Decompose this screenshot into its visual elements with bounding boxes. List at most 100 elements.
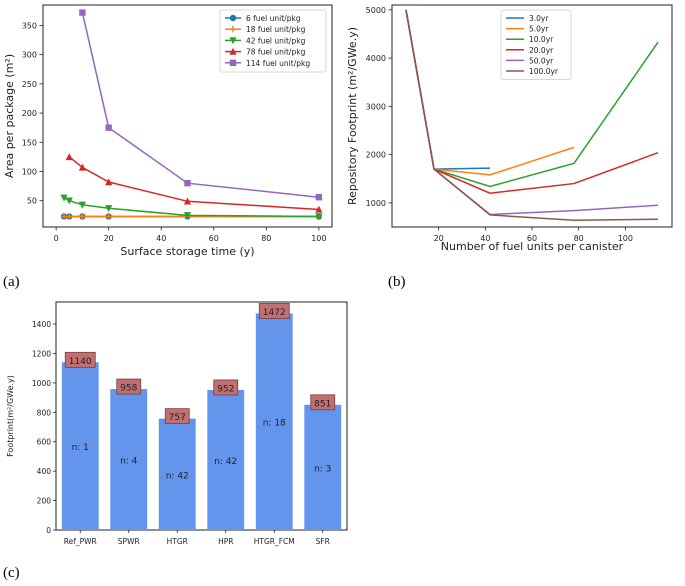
legend-marker	[229, 14, 237, 22]
legend-label: 3.0yr	[529, 14, 549, 23]
series-line	[81, 12, 319, 198]
series-line	[405, 9, 659, 221]
x-tick-label: SPWR	[118, 537, 140, 546]
chart-b-repository-footprint: 20 40 60 80 100 1000 2000 3000 4000 5000 Number of…	[346, 4, 673, 253]
x-tick-label: HPR	[218, 537, 233, 546]
data-point	[105, 124, 112, 131]
value-label: 952	[217, 384, 234, 394]
x-tick-label: HTGR	[167, 537, 188, 546]
value-label: 757	[169, 413, 186, 423]
y-tick-label: 3000	[366, 102, 386, 111]
value-label: 1140	[69, 357, 92, 367]
data-point	[105, 178, 113, 186]
y-tick-label: 1400	[32, 320, 51, 329]
plot-frame	[55, 301, 348, 531]
y-tick-label: 150	[22, 138, 37, 147]
x-axis-label: Number of fuel units per canister	[441, 240, 624, 253]
legend-marker	[229, 59, 237, 66]
legend-label: 42 fuel unit/pkg	[246, 36, 306, 45]
y-tick-label: 200	[37, 497, 52, 506]
y-tick-label: 4000	[366, 54, 386, 63]
x-tick-label: 40	[156, 234, 166, 243]
data-point	[183, 212, 192, 220]
x-tick-label: 60	[209, 234, 219, 243]
y-tick-label: 400	[37, 467, 52, 476]
legend-label: 5.0yr	[529, 25, 549, 34]
legend-box	[500, 9, 572, 80]
y-tick-label: 200	[22, 109, 37, 118]
value-label: 958	[120, 384, 137, 394]
x-axis-label: Surface storage time (y)	[120, 245, 254, 258]
x-tick-label: 20	[104, 234, 114, 243]
value-label-box	[213, 379, 239, 396]
y-tick-label: 100	[22, 168, 37, 177]
value-label: 851	[314, 399, 331, 409]
x-tick-label: SFR	[316, 537, 330, 546]
x-tick-label: 80	[574, 234, 584, 243]
data-point	[315, 205, 323, 213]
legend-label: 20.0yr	[529, 46, 554, 55]
panel-label-a: (a)	[3, 274, 20, 290]
bar-inner-label: n: 18	[263, 419, 286, 429]
x-tick-label: 60	[527, 234, 537, 243]
x-tick-label: 20	[434, 234, 444, 243]
y-axis-label: Repository Footprint (m²/GWe.y)	[346, 27, 359, 205]
y-axis-label: Footprint(m²/GWe.y)	[6, 375, 15, 457]
y-tick-label: 800	[37, 408, 52, 417]
data-point	[315, 213, 323, 221]
legend-label: 6 fuel unit/pkg	[246, 14, 301, 23]
value-label-box	[258, 303, 290, 319]
data-point	[65, 197, 73, 205]
value-label-box	[64, 351, 96, 368]
data-point	[183, 197, 192, 205]
bar	[61, 362, 99, 530]
legend-box	[219, 9, 327, 73]
panel-label-c: (c)	[3, 565, 20, 581]
data-point	[184, 179, 191, 187]
x-tick-label: 40	[480, 234, 490, 243]
data-point	[315, 194, 323, 201]
legend-label: 50.0yr	[529, 56, 554, 65]
data-point	[105, 205, 113, 213]
value-label: 1472	[263, 308, 286, 318]
data-point	[78, 201, 87, 209]
y-tick-label: 2000	[366, 151, 386, 160]
legend-marker	[229, 47, 237, 55]
bar-inner-label: n: 3	[314, 464, 331, 474]
legend-marker	[229, 26, 237, 33]
legend-label: 18 fuel unit/pkg	[246, 25, 306, 34]
value-label-box	[116, 378, 142, 395]
legend-label: 10.0yr	[529, 35, 554, 44]
bar-inner-label: n: 1	[72, 443, 89, 453]
y-tick-label: 50	[27, 197, 37, 206]
bar	[110, 389, 148, 530]
bar-inner-label: n: 4	[120, 457, 138, 467]
x-tick-label: 100	[311, 234, 326, 243]
y-tick-label: 1000	[366, 199, 386, 208]
bar	[207, 389, 245, 530]
x-tick-label: HTGR_FCM	[254, 537, 295, 546]
bar	[255, 313, 293, 530]
bar	[304, 404, 342, 530]
bar	[158, 418, 196, 530]
value-label-box	[164, 408, 190, 425]
data-point	[78, 163, 87, 171]
data-point	[60, 194, 68, 202]
x-tick-label: 0	[54, 234, 59, 243]
y-axis-label: Area per package (m²)	[3, 54, 16, 178]
panel-label-b: (b)	[388, 274, 406, 290]
y-tick-label: 300	[22, 51, 37, 60]
y-tick-label: 250	[22, 80, 37, 89]
chart-c-footprint-bars: 0 200 400 600 800 1000 1200 1400 Footprint(m²/GW…	[6, 301, 348, 546]
data-point	[105, 213, 112, 220]
data-point	[79, 9, 86, 16]
chart-a-area-per-package: 0 20 40 60 80 100 50 100 150 200 250 300 350 Surface …	[3, 4, 333, 258]
value-label-box	[310, 394, 336, 411]
x-tick-label: Ref_PWR	[64, 537, 97, 546]
y-tick-label: 600	[37, 438, 52, 447]
y-tick-label: 350	[22, 21, 37, 30]
y-tick-label: 1200	[32, 349, 51, 358]
legend-label: 114 fuel unit/pkg	[246, 59, 310, 68]
legend-label: 78 fuel unit/pkg	[246, 48, 306, 57]
data-point	[79, 213, 86, 220]
